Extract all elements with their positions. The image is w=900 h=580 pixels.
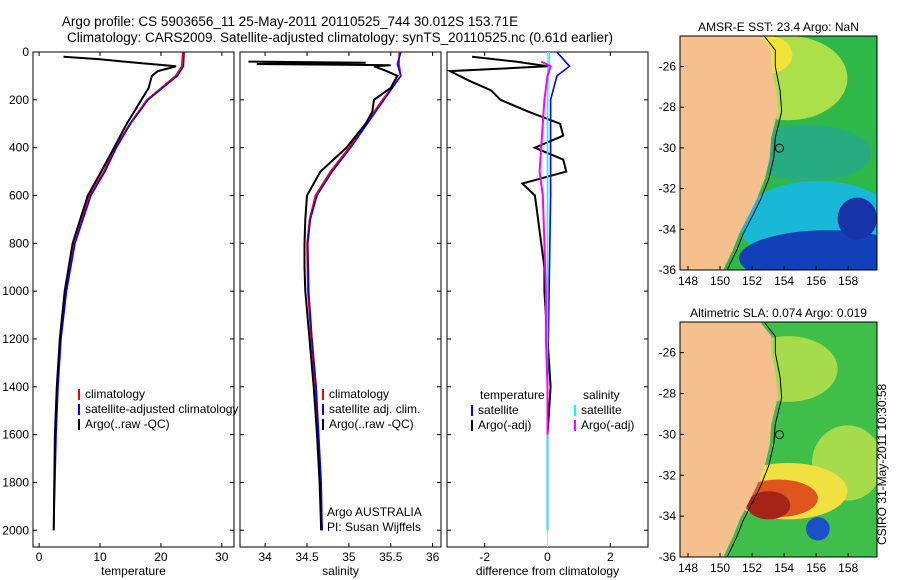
sst_map-xtick-label: 152 bbox=[742, 274, 762, 288]
sst-mid-patch bbox=[745, 124, 872, 182]
sla_map-ytick-label: -26 bbox=[659, 346, 677, 360]
temperature-ytick-label: 1000 bbox=[2, 284, 29, 298]
salinity-xtick-label: 35 bbox=[342, 550, 356, 564]
sla-low-core-a bbox=[806, 517, 830, 541]
temperature-axes-box bbox=[32, 51, 235, 548]
sst_map-xtick-label: 148 bbox=[678, 274, 698, 288]
temperature-legend-label: Argo(..raw -QC) bbox=[85, 417, 170, 431]
sla_map-panel bbox=[679, 321, 878, 558]
sla_map-land bbox=[680, 322, 778, 557]
salinity-xlabel: salinity bbox=[322, 564, 359, 578]
temperature-ytick-label: 600 bbox=[9, 188, 29, 202]
sst_map-panel bbox=[679, 35, 878, 271]
difference-legend-label: Argo(-adj) bbox=[478, 418, 531, 432]
temperature-ytick-label: 1200 bbox=[2, 332, 29, 346]
temperature-series-satellite-adjusted-climatology bbox=[52, 51, 185, 531]
sla_map-ytick-label: -30 bbox=[659, 427, 677, 441]
difference-legend-label: satellite bbox=[478, 403, 519, 417]
salinity-legend-label: satellite adj. clim. bbox=[329, 402, 420, 416]
sla_map-xtick-label: 152 bbox=[742, 561, 762, 575]
sst_map-xtick-label: 156 bbox=[806, 274, 826, 288]
sla_map-xtick-label: 156 bbox=[806, 561, 826, 575]
sla_map-shelf-contour bbox=[726, 322, 783, 557]
difference-series-salinity-argo-adj- bbox=[538, 60, 552, 435]
salinity-legend-label: climatology bbox=[329, 387, 389, 401]
sst-cold-core bbox=[837, 197, 877, 240]
temperature-xlabel: temperature bbox=[101, 564, 166, 578]
sst_map-xtick-label: 154 bbox=[774, 274, 794, 288]
difference-legend-label: temperature bbox=[480, 388, 545, 402]
temperature-xtick-label: 30 bbox=[215, 550, 229, 564]
sla_map-axes-box bbox=[679, 321, 878, 558]
figure-title-line2: Climatology: CARS2009. Satellite-adjuste… bbox=[66, 30, 614, 45]
sst_map-xtick-label: 150 bbox=[710, 274, 730, 288]
salinity-axes-box bbox=[239, 51, 442, 548]
difference-xtick-label: 2 bbox=[607, 550, 614, 564]
temperature-ytick-label: 2000 bbox=[2, 523, 29, 537]
salinity-xtick-label: 34.5 bbox=[295, 550, 319, 564]
sla-high-core bbox=[746, 491, 791, 520]
temperature-ytick-label: 400 bbox=[9, 141, 29, 155]
temperature-legend-label: satellite-adjusted climatology bbox=[85, 402, 238, 416]
sst_map-title: AMSR-E SST: 23.4 Argo: NaN bbox=[698, 20, 859, 34]
sla_map-ytick-label: -34 bbox=[659, 509, 677, 523]
temperature-ytick-label: 200 bbox=[9, 93, 29, 107]
temperature-series-argo-raw-qc- bbox=[52, 55, 177, 531]
salinity-series-climatology bbox=[306, 52, 402, 531]
difference-xlabel: difference from climatology bbox=[476, 564, 619, 578]
difference-legend-label: Argo(-adj) bbox=[581, 418, 634, 432]
sla_map-xtick-label: 154 bbox=[774, 561, 794, 575]
sla_map-ytick-label: -36 bbox=[659, 550, 677, 564]
salinity-xtick-label: 35.5 bbox=[379, 550, 403, 564]
sst_map-float-marker bbox=[774, 143, 784, 153]
salinity-xtick-label: 36 bbox=[426, 550, 440, 564]
sst_map-axes-box bbox=[679, 35, 878, 271]
sla_map-title: Altimetric SLA: 0.074 Argo: 0.019 bbox=[690, 306, 867, 320]
sst_map-ytick-label: -28 bbox=[659, 100, 677, 114]
sst_map-xtick-label: 158 bbox=[838, 274, 858, 288]
sla_map-field bbox=[680, 322, 877, 557]
temperature-panel bbox=[32, 51, 235, 548]
sst_map-ytick-label: -26 bbox=[659, 60, 677, 74]
sst_map-ytick-label: -36 bbox=[659, 263, 677, 277]
temperature-legend-label: climatology bbox=[85, 387, 145, 401]
temperature-xtick-label: 20 bbox=[154, 550, 168, 564]
temperature-xtick-label: 10 bbox=[93, 550, 107, 564]
temperature-ytick-label: 800 bbox=[9, 236, 29, 250]
sla_map-xtick-label: 150 bbox=[710, 561, 730, 575]
difference-xtick-label: -2 bbox=[479, 550, 490, 564]
temperature-xtick-label: 0 bbox=[36, 550, 43, 564]
temperature-ytick-label: 1800 bbox=[2, 475, 29, 489]
sst_map-ytick-label: -34 bbox=[659, 222, 677, 236]
difference-panel bbox=[446, 51, 649, 548]
sst_map-ytick-label: -32 bbox=[659, 182, 677, 196]
salinity-panel bbox=[239, 51, 442, 548]
sst_map-shelf-contour bbox=[726, 36, 783, 270]
salinity-series-satellite-adj-clim- bbox=[306, 51, 402, 531]
sla_map-ytick-label: -28 bbox=[659, 387, 677, 401]
difference-xtick-label: 0 bbox=[544, 550, 551, 564]
temperature-ytick-label: 1600 bbox=[2, 428, 29, 442]
salinity-annotation: Argo AUSTRALIA bbox=[327, 505, 422, 519]
sla_map-float-marker bbox=[774, 430, 784, 440]
salinity-xtick-label: 34 bbox=[258, 550, 272, 564]
sst_map-ytick-label: -30 bbox=[659, 141, 677, 155]
salinity-annotation: PI: Susan Wijffels bbox=[327, 520, 421, 534]
temperature-ytick-label: 0 bbox=[22, 45, 29, 59]
figure-title-line1: Argo profile: CS 5903656_11 25-May-2011 … bbox=[61, 14, 519, 29]
sla_map-xtick-label: 148 bbox=[678, 561, 698, 575]
difference-legend-label: satellite bbox=[581, 403, 622, 417]
salinity-series-argo-raw-qc- bbox=[248, 60, 399, 531]
difference-legend-label: salinity bbox=[583, 388, 620, 402]
sst-cold-patch bbox=[739, 230, 877, 270]
sst_map-field bbox=[680, 36, 877, 270]
sla_map-ytick-label: -32 bbox=[659, 468, 677, 482]
salinity-legend-label: Argo(..raw -QC) bbox=[329, 417, 414, 431]
temperature-series-climatology bbox=[52, 51, 184, 531]
temperature-ytick-label: 1400 bbox=[2, 380, 29, 394]
sla_map-xtick-label: 158 bbox=[838, 561, 858, 575]
sst_map-land bbox=[680, 36, 778, 270]
difference-series-temperature-argo-adj- bbox=[446, 55, 568, 435]
